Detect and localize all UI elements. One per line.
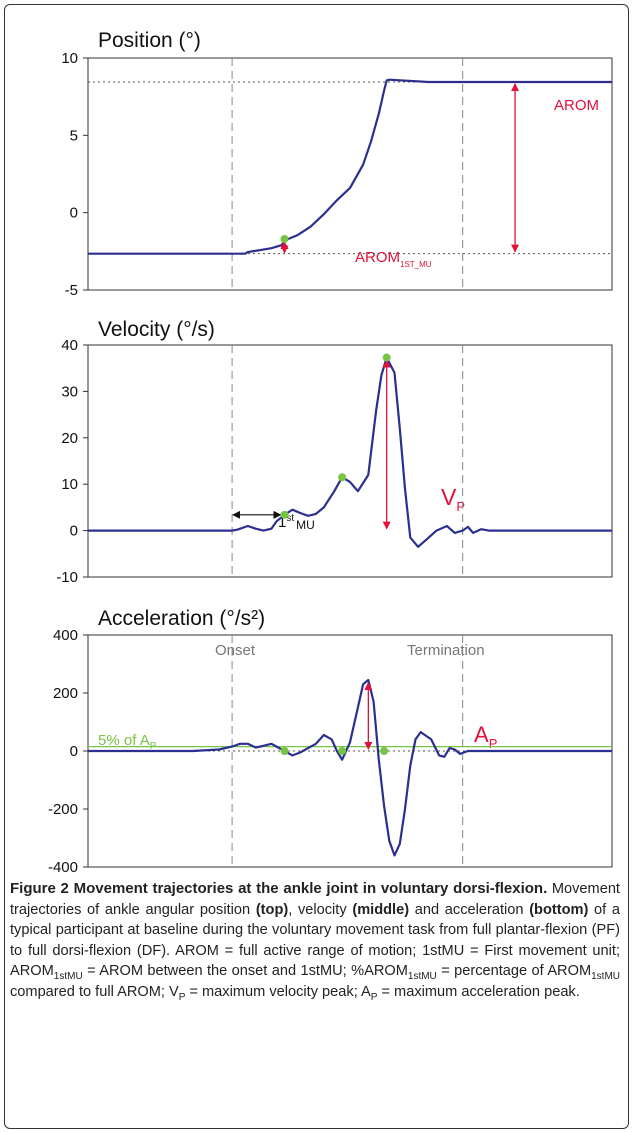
- velocity-title: Velocity (°/s): [98, 318, 215, 341]
- y-tick-label: 200: [53, 685, 78, 702]
- event-marker: [280, 510, 289, 519]
- arom-label: AROM: [554, 97, 599, 114]
- event-marker: [280, 234, 289, 243]
- caption-sub-4: P: [178, 991, 186, 1003]
- caption-text-3: and acceleration: [414, 901, 524, 918]
- onset-label: Onset: [215, 642, 256, 659]
- ap-label-base: A: [474, 722, 489, 747]
- y-tick-label: 400: [53, 627, 78, 644]
- figure-frame: [4, 4, 629, 1129]
- caption-text-5: = AROM between the onset and 1stMU; %ARO…: [87, 963, 408, 979]
- data-trace: [88, 678, 612, 857]
- caption-sub-3: 1stMU: [591, 970, 621, 982]
- ap-label: AP: [474, 722, 497, 751]
- caption-text-8: = maximum velocity peak; A: [189, 983, 371, 1000]
- caption-text-1: Movement trajectories of ankle angular p…: [10, 881, 620, 918]
- first-mu-label-sup: st: [286, 513, 294, 524]
- caption-text-9: = maximum acceleration peak.: [381, 983, 580, 1000]
- arom-1st-label-base: AROM: [355, 249, 400, 266]
- y-tick-label: -5: [65, 282, 78, 299]
- caption-bold-bottom: (bottom): [529, 901, 589, 918]
- y-tick-label: 5: [70, 127, 78, 144]
- y-tick-label: 0: [70, 523, 78, 540]
- caption-text-7: compared to full AROM; V: [10, 983, 179, 1000]
- first-mu-label-base: 1: [278, 514, 286, 531]
- y-tick-label: 0: [70, 743, 78, 760]
- caption-text-2: , velocity: [288, 901, 347, 918]
- caption-sub-5: P: [370, 991, 378, 1003]
- position-title: Position (°): [98, 29, 201, 52]
- y-tick-label: 10: [61, 476, 78, 493]
- data-trace: [88, 78, 612, 255]
- vp-label-sub: P: [456, 499, 465, 514]
- velocity-panel: Velocity (°/s) 1st MU VP 40 30 20 10 0 -10: [56, 318, 613, 586]
- first-mu-label: 1st MU: [278, 513, 315, 532]
- vp-label-base: V: [441, 484, 457, 510]
- acceleration-title: Acceleration (°/s²): [98, 607, 265, 630]
- y-tick-label: -10: [56, 569, 78, 586]
- y-tick-label: 20: [61, 430, 78, 447]
- event-marker: [382, 353, 391, 362]
- event-marker: [338, 473, 347, 482]
- threshold-label-base: 5% of A: [98, 732, 150, 749]
- caption-sub-2: 1stMU: [407, 970, 437, 982]
- vp-label: VP: [441, 484, 465, 514]
- threshold-label: 5% of AP: [98, 732, 157, 752]
- event-marker: [380, 747, 389, 755]
- y-tick-label: 30: [61, 383, 78, 400]
- caption-bold-top: (top): [255, 901, 289, 918]
- arom-1st-label: AROM1ST_MU: [355, 249, 432, 269]
- ap-label-sub: P: [489, 736, 498, 751]
- caption-text-6: = percentage of AROM: [441, 963, 592, 979]
- event-marker: [280, 747, 289, 755]
- caption-heading: Figure 2 Movement trajectories at the an…: [10, 880, 548, 897]
- y-tick-label: -200: [48, 801, 78, 818]
- caption-bold-middle: (middle): [352, 901, 410, 918]
- termination-label: Termination: [407, 642, 485, 659]
- y-tick-label: -400: [48, 859, 78, 876]
- data-trace: [88, 356, 612, 548]
- y-tick-label: 0: [70, 205, 78, 222]
- arom-1st-label-sub: 1ST_MU: [400, 260, 432, 269]
- figure-caption: Figure 2 Movement trajectories at the an…: [10, 879, 620, 1002]
- acceleration-panel: Acceleration (°/s²) Onset Termination AP…: [48, 607, 613, 876]
- plot-frame: [87, 57, 613, 291]
- first-mu-label-tail: MU: [296, 518, 315, 532]
- event-marker: [338, 747, 347, 755]
- caption-text-4: of a typical participant at baseline dur…: [10, 901, 621, 980]
- plot-frame: [87, 344, 613, 578]
- y-tick-label: 40: [61, 337, 78, 354]
- y-tick-label: 10: [61, 50, 78, 67]
- caption-sub-1: 1stMU: [53, 970, 83, 982]
